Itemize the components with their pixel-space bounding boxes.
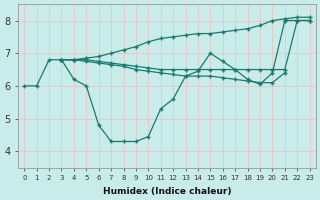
X-axis label: Humidex (Indice chaleur): Humidex (Indice chaleur) xyxy=(103,187,231,196)
